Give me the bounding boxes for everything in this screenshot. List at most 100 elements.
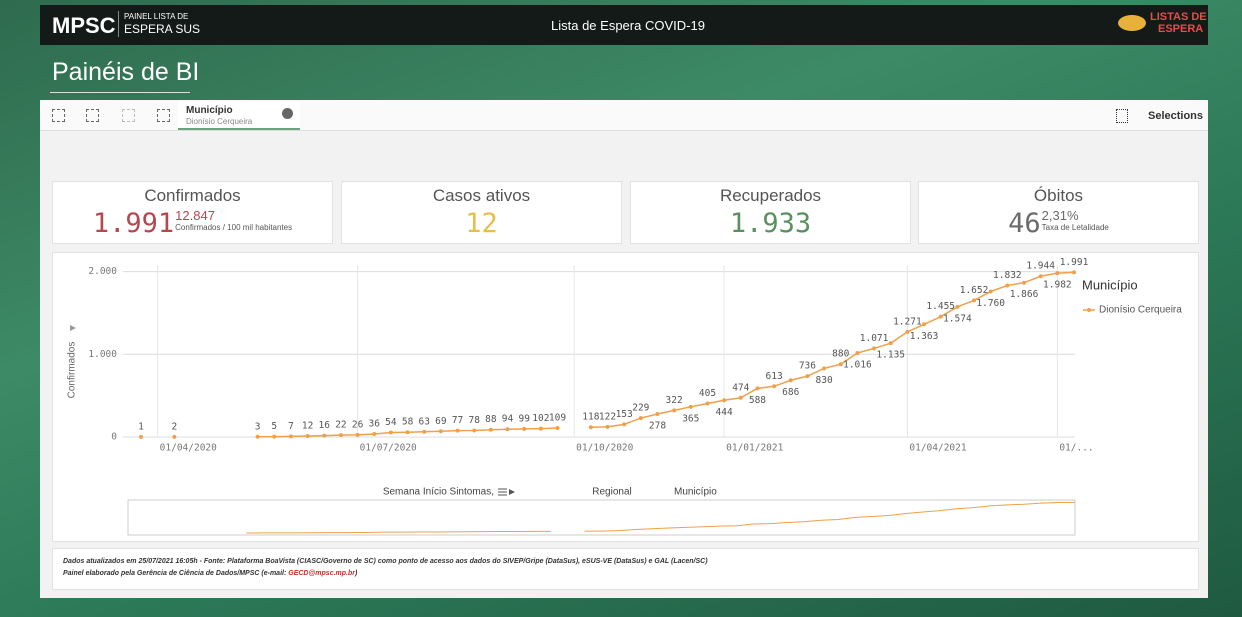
navigator-line — [246, 502, 1075, 533]
drill-icon — [498, 489, 507, 495]
point — [172, 435, 176, 439]
point — [1039, 274, 1043, 278]
navigator — [128, 500, 1075, 535]
point — [755, 386, 759, 390]
x-axis-title: Município — [674, 487, 717, 498]
x-tick-label: 01/07/2020 — [360, 443, 417, 454]
data-label: 78 — [468, 415, 480, 426]
point — [705, 402, 709, 406]
drill-arrow-icon — [509, 489, 515, 495]
point — [655, 412, 659, 416]
data-label: 54 — [385, 417, 397, 428]
x-axis-title: Regional — [592, 487, 631, 498]
point — [1005, 284, 1009, 288]
data-label: 322 — [666, 395, 683, 406]
data-label: 880 — [832, 349, 849, 360]
legend-title: Município — [1082, 277, 1138, 292]
point — [1055, 271, 1059, 275]
data-label: 69 — [435, 416, 447, 427]
x-tick-label: 01/10/2020 — [576, 443, 633, 454]
data-label: 1.135 — [876, 350, 905, 361]
point — [989, 289, 993, 293]
data-label: 830 — [816, 375, 833, 386]
point — [739, 396, 743, 400]
point — [1072, 270, 1076, 274]
data-label: 1.760 — [976, 298, 1005, 309]
point — [472, 429, 476, 433]
y-arrow-icon — [70, 325, 76, 331]
point — [272, 435, 276, 439]
point — [406, 430, 410, 434]
point — [805, 374, 809, 378]
data-label: 26 — [352, 419, 364, 430]
y-tick-label: 2.000 — [88, 266, 117, 277]
point — [456, 429, 460, 433]
point — [722, 398, 726, 402]
data-label: 22 — [335, 420, 346, 431]
point — [1022, 281, 1026, 285]
legend-label: Dionísio Cerqueira — [1099, 305, 1182, 316]
data-label: 109 — [549, 412, 566, 423]
data-label: 118 — [582, 412, 599, 423]
data-label: 36 — [369, 419, 381, 430]
point — [256, 435, 260, 439]
point — [639, 416, 643, 420]
data-label: 99 — [518, 413, 530, 424]
point — [506, 427, 510, 431]
point — [789, 378, 793, 382]
point — [522, 427, 526, 431]
point — [339, 433, 343, 437]
point — [289, 434, 293, 438]
legend-swatch-dot — [1087, 308, 1091, 312]
point — [139, 435, 143, 439]
data-label: 613 — [766, 371, 783, 382]
point — [556, 426, 560, 430]
x-tick-label: 01/04/2021 — [909, 443, 966, 454]
data-label: 1.271 — [893, 316, 922, 327]
y-axis-title: Confirmados — [67, 342, 78, 399]
point — [389, 431, 393, 435]
point — [422, 430, 426, 434]
data-label: 1.455 — [926, 301, 955, 312]
point — [889, 341, 893, 345]
data-label: 474 — [732, 382, 749, 393]
point — [372, 432, 376, 436]
data-label: 1.574 — [943, 313, 972, 324]
data-label: 1.944 — [1026, 261, 1055, 272]
point — [306, 434, 310, 438]
point — [855, 351, 859, 355]
data-label: 405 — [699, 388, 716, 399]
data-label: 444 — [716, 407, 733, 418]
data-label: 16 — [319, 420, 331, 431]
data-label: 77 — [452, 415, 463, 426]
point — [589, 425, 593, 429]
point — [439, 429, 443, 433]
x-tick-label: 01/04/2020 — [160, 443, 217, 454]
data-label: 88 — [485, 414, 497, 425]
page: MPSC PAINEL LISTA DE ESPERA SUS Lista de… — [0, 0, 1242, 617]
data-label: 736 — [799, 361, 816, 372]
data-label: 122 — [599, 411, 616, 422]
point — [689, 405, 693, 409]
data-label: 58 — [402, 417, 414, 428]
point — [606, 425, 610, 429]
point — [322, 434, 326, 438]
data-label: 1.363 — [910, 331, 939, 342]
data-label: 7 — [288, 421, 294, 432]
point — [955, 305, 959, 309]
data-label: 63 — [419, 416, 430, 427]
point — [539, 427, 543, 431]
data-label: 1.652 — [960, 285, 989, 296]
data-label: 1.982 — [1043, 280, 1072, 291]
data-label: 278 — [649, 421, 666, 432]
data-label: 94 — [502, 414, 514, 425]
data-label: 686 — [782, 387, 799, 398]
point — [772, 384, 776, 388]
data-label: 12 — [302, 421, 313, 432]
data-label: 1.991 — [1060, 257, 1089, 268]
x-tick-label: 01/... — [1059, 443, 1093, 454]
data-label: 588 — [749, 395, 766, 406]
data-label: 5 — [271, 421, 277, 432]
x-tick-label: 01/01/2021 — [726, 443, 783, 454]
point — [822, 366, 826, 370]
